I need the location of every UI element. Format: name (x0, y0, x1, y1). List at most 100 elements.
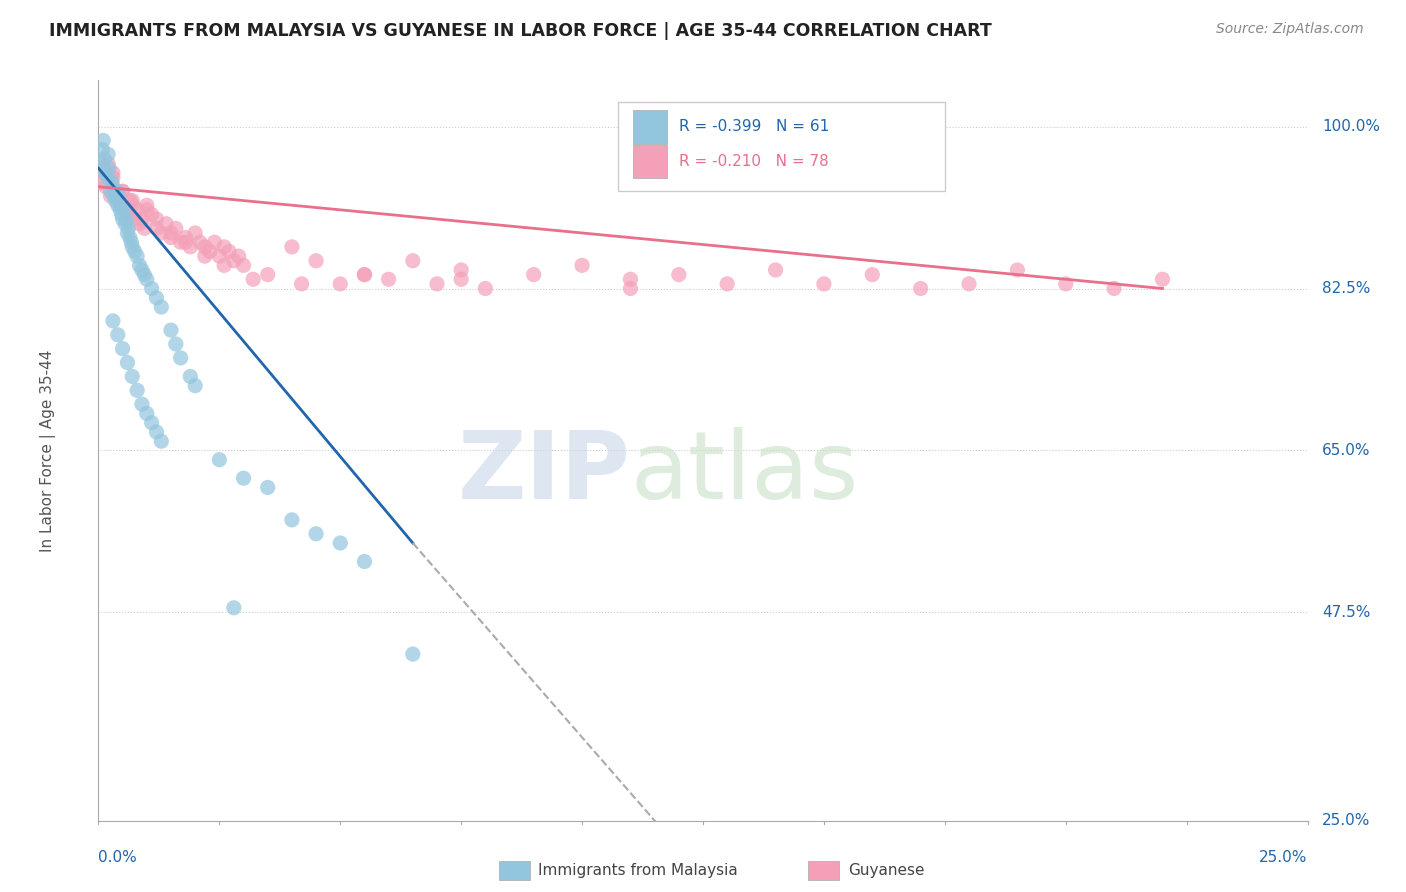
Text: ZIP: ZIP (457, 426, 630, 518)
Bar (633, 111, 666, 144)
Point (169, 351, 191, 365)
Point (118, 230, 141, 244)
Point (571, 259, 593, 273)
Point (145, 212, 167, 227)
Point (426, 277, 449, 291)
Point (169, 235, 191, 250)
Text: atlas: atlas (630, 426, 859, 518)
Point (218, 244, 240, 259)
Point (98, 161, 121, 176)
Text: R = -0.399   N = 61: R = -0.399 N = 61 (679, 120, 830, 135)
Point (402, 253, 425, 268)
Point (91, 133, 114, 147)
Point (135, 198, 157, 212)
Point (91, 143, 114, 157)
Point (353, 268, 375, 282)
Point (117, 221, 139, 235)
Point (100, 189, 122, 203)
Point (184, 226, 207, 240)
Point (228, 249, 250, 263)
Point (329, 277, 352, 291)
Point (145, 425, 167, 439)
Point (101, 170, 124, 185)
Point (353, 268, 375, 282)
Point (100, 185, 122, 199)
Point (131, 397, 153, 411)
Point (128, 217, 150, 231)
Point (141, 207, 163, 221)
Point (619, 281, 641, 295)
Point (222, 253, 245, 268)
Point (124, 212, 146, 227)
Point (329, 536, 352, 550)
Point (114, 202, 136, 217)
Point (135, 407, 157, 421)
Point (117, 355, 139, 369)
Point (111, 342, 134, 356)
Point (1102, 281, 1125, 295)
Point (619, 272, 641, 286)
Point (305, 526, 328, 541)
Point (160, 323, 183, 337)
Point (150, 434, 173, 449)
Point (179, 369, 201, 384)
Point (668, 268, 690, 282)
Point (194, 249, 217, 263)
Point (353, 555, 375, 569)
Point (208, 249, 231, 263)
Point (256, 268, 278, 282)
Point (104, 194, 127, 208)
Point (256, 481, 278, 495)
Point (120, 235, 142, 250)
Point (90, 156, 112, 170)
Point (174, 230, 197, 244)
Point (281, 240, 304, 254)
Point (127, 249, 149, 263)
Point (135, 202, 157, 217)
Point (174, 235, 197, 250)
Point (101, 179, 124, 194)
Point (112, 202, 135, 217)
Point (1152, 272, 1174, 286)
Point (1054, 277, 1077, 291)
Point (155, 217, 177, 231)
Point (305, 253, 328, 268)
Point (145, 221, 167, 235)
Text: Source: ZipAtlas.com: Source: ZipAtlas.com (1216, 22, 1364, 37)
Point (121, 194, 143, 208)
Point (107, 194, 129, 208)
Point (118, 194, 141, 208)
Point (212, 259, 235, 273)
Point (150, 300, 173, 314)
Text: 65.0%: 65.0% (1322, 443, 1371, 458)
Point (232, 259, 254, 273)
Point (204, 235, 226, 250)
Text: R = -0.210   N = 78: R = -0.210 N = 78 (679, 154, 828, 169)
Point (242, 272, 264, 286)
Point (108, 198, 131, 212)
Point (127, 384, 149, 398)
Point (107, 189, 129, 203)
Point (281, 513, 304, 527)
Point (150, 226, 173, 240)
Point (121, 198, 143, 212)
Point (111, 185, 134, 199)
Text: Guyanese: Guyanese (848, 863, 924, 878)
Point (124, 244, 146, 259)
Point (94, 179, 117, 194)
Point (1007, 263, 1029, 277)
Point (134, 268, 156, 282)
Point (141, 416, 163, 430)
Point (194, 240, 217, 254)
Point (127, 202, 149, 217)
Text: 0.0%: 0.0% (98, 850, 138, 865)
Point (93, 152, 115, 166)
Point (134, 221, 156, 235)
Bar (619, 103, 945, 191)
Text: 82.5%: 82.5% (1322, 281, 1371, 296)
Point (523, 268, 546, 282)
Point (198, 244, 221, 259)
Point (121, 240, 143, 254)
Point (104, 185, 127, 199)
Text: 100.0%: 100.0% (1322, 119, 1381, 134)
